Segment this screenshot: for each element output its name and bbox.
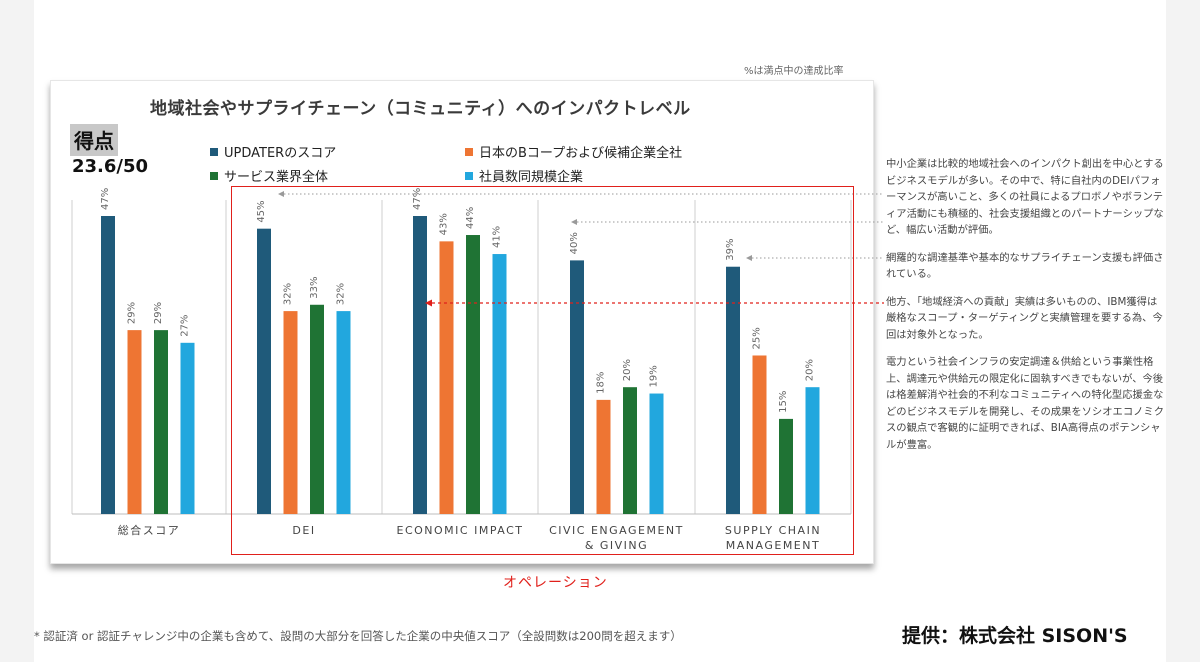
bar: [154, 330, 168, 514]
operation-highlight-box: [231, 186, 854, 555]
category-label: MANAGEMENT: [726, 539, 820, 552]
category-label: & GIVING: [585, 539, 648, 552]
bar: [101, 216, 115, 514]
bar: [570, 260, 584, 514]
credit: 提供：株式会社 SISON'S: [902, 625, 1128, 647]
legend-item-service: サービス業界全体: [210, 166, 328, 185]
bar: [283, 311, 298, 514]
footnote: * 認証済 or 認証チャレンジ中の企業も含めて、設問の大部分を回答した企業の中…: [34, 629, 682, 643]
data-label: 32%: [283, 283, 294, 305]
bar: [439, 241, 454, 515]
data-label: 47%: [100, 188, 111, 210]
bar: [127, 330, 142, 514]
data-label: 44%: [465, 207, 476, 229]
legend-label: UPDATERのスコア: [224, 146, 337, 161]
legend-item-size: 社員数同規模企業: [465, 166, 583, 185]
left-margin: [0, 0, 34, 662]
data-label: 45%: [256, 200, 267, 222]
commentary: 中小企業は比較的地域社会へのインパクト創出を中心とするビジネスモデルが多い。その…: [886, 156, 1166, 453]
bar: [726, 266, 740, 514]
category-label: DEI: [292, 524, 315, 537]
bar: [336, 311, 351, 514]
data-label: 15%: [778, 391, 789, 413]
note-dei: 中小企業は比較的地域社会へのインパクト創出を中心とするビジネスモデルが多い。その…: [886, 158, 1164, 236]
connector-arrowhead: [278, 191, 284, 197]
data-label: 27%: [180, 315, 191, 337]
data-label: 32%: [336, 283, 347, 305]
data-label: 41%: [492, 226, 503, 248]
score-value: 23.6/50: [72, 156, 149, 177]
data-label: 20%: [805, 359, 816, 381]
bar: [413, 216, 427, 514]
category-label: SUPPLY CHAIN: [725, 524, 821, 537]
connector-arrowhead: [571, 219, 577, 225]
category-label: CIVIC ENGAGEMENT: [549, 524, 684, 537]
chart-title: 地域社会やサプライチェーン（コミュニティ）へのインパクトレベル: [150, 99, 691, 119]
legend-swatch: [210, 147, 218, 156]
score-label: 得点: [70, 124, 118, 156]
bar: [649, 393, 664, 514]
legend-swatch: [465, 171, 473, 180]
bar: [310, 304, 324, 514]
bar: [596, 399, 611, 514]
connector-arrowhead: [746, 255, 752, 261]
data-label: 47%: [412, 188, 423, 210]
data-label: 33%: [309, 277, 320, 299]
bar: [257, 228, 271, 514]
legend-swatch: [465, 147, 473, 156]
data-label: 43%: [439, 213, 450, 235]
data-label: 25%: [752, 327, 763, 349]
bar: [779, 418, 793, 514]
legend-item-updater: UPDATERのスコア: [210, 142, 336, 161]
operation-label: オペレーション: [503, 575, 608, 591]
bar: [180, 342, 195, 514]
note-outlook: 電力という社会インフラの安定調達＆供給という事業性格上、調達元や供給元の限定化に…: [886, 356, 1165, 451]
data-label: 40%: [569, 232, 580, 254]
note-economic: 他方、「地域経済への貢献」実績は多いものの、IBM獲得は厳格なスコープ・ターゲテ…: [886, 295, 1163, 341]
category-label: 総合スコア: [118, 523, 181, 537]
legend-swatch: [210, 171, 218, 180]
data-label: 19%: [649, 365, 660, 387]
note-supply-chain: 網羅的な調達基準や基本的なサプライチェーン支援も評価されている。: [886, 251, 1164, 281]
legend-label: 日本のBコープおよび候補企業全社: [479, 146, 683, 161]
data-label: 39%: [725, 238, 736, 260]
top-note: %は満点中の達成比率: [744, 66, 844, 77]
data-label: 20%: [622, 359, 633, 381]
bar: [805, 387, 820, 514]
data-label: 29%: [153, 302, 164, 324]
bar: [623, 387, 637, 514]
bar: [492, 254, 507, 515]
bar: [752, 355, 767, 514]
bar: [466, 235, 480, 514]
legend-item-bcorp: 日本のBコープおよび候補企業全社: [465, 142, 682, 161]
connector-arrowhead: [425, 299, 432, 307]
data-label: 29%: [127, 302, 138, 324]
data-label: 18%: [596, 372, 607, 394]
right-margin: [1166, 0, 1200, 662]
legend-label: サービス業界全体: [224, 170, 329, 185]
legend-label: 社員数同規模企業: [479, 170, 584, 185]
category-label: ECONOMIC IMPACT: [397, 524, 524, 537]
